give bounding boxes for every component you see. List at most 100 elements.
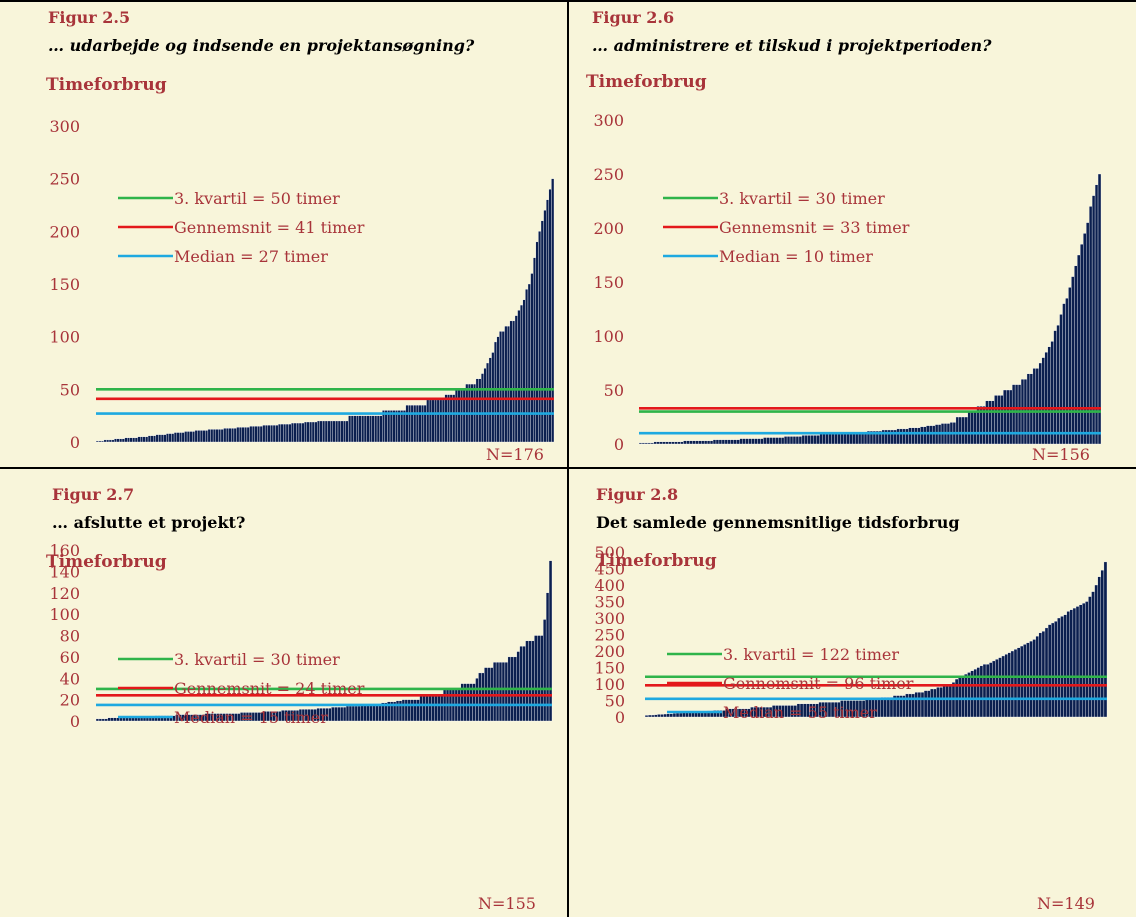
bar: [428, 399, 432, 443]
figure-label: Figur 2.6: [592, 8, 675, 27]
bar: [936, 687, 940, 718]
bar: [1075, 606, 1080, 718]
bar: [1097, 576, 1101, 718]
bar: [718, 439, 723, 445]
bar: [1044, 627, 1049, 718]
y-tick-label: 20: [60, 691, 80, 710]
y-tick-label: 100: [593, 327, 624, 346]
bar: [431, 399, 435, 443]
figure-title: Det samlede gennemsnitlige tidsforbrug: [596, 513, 960, 532]
bar: [1032, 639, 1036, 718]
bar: [522, 646, 526, 722]
bar: [95, 718, 100, 722]
n-label: N=156: [1032, 445, 1090, 464]
bar: [689, 440, 693, 445]
bar: [742, 438, 746, 445]
bar: [415, 404, 419, 443]
bar: [911, 693, 915, 718]
bar: [199, 430, 203, 443]
bar: [304, 421, 307, 443]
bar: [834, 434, 838, 445]
bar: [501, 662, 506, 722]
bar: [498, 662, 503, 722]
bar: [1026, 642, 1030, 718]
bar: [375, 703, 379, 722]
bar: [810, 435, 814, 445]
bar: [447, 394, 451, 443]
bar: [332, 420, 336, 443]
bar: [189, 431, 193, 443]
bar: [1044, 352, 1048, 445]
bar: [401, 699, 406, 722]
bar: [1071, 276, 1075, 445]
bar: [509, 320, 513, 443]
legend-label: 3. kvartil = 122 timer: [723, 645, 899, 664]
y-tick-label: 40: [60, 669, 80, 688]
bar: [973, 411, 977, 445]
bar: [709, 440, 714, 445]
bar: [678, 712, 683, 718]
bar: [677, 441, 681, 445]
bar: [665, 441, 669, 445]
bar: [899, 428, 903, 445]
bar: [914, 427, 918, 445]
bar: [519, 646, 523, 722]
bar: [1011, 384, 1016, 445]
bar: [548, 189, 552, 443]
chart-svg: Timeforbrug 0 20 40 60 80 100 120 140 160 3. kvart…: [46, 541, 553, 913]
bar: [244, 427, 248, 443]
bar: [727, 439, 731, 445]
bar: [1038, 632, 1043, 718]
y-tick-label: 350: [594, 593, 625, 612]
bar: [439, 399, 443, 443]
bar: [134, 437, 138, 443]
bar: [926, 425, 930, 445]
bar: [517, 310, 521, 443]
bar: [701, 440, 705, 445]
bar: [337, 420, 341, 443]
bar: [961, 416, 965, 445]
bar: [1038, 362, 1042, 445]
bar: [395, 410, 399, 443]
bar: [1010, 650, 1015, 718]
bar: [1057, 617, 1061, 718]
chart-panel-1: Figur 2.5 … udarbejde og indsende en proj…: [0, 2, 567, 467]
bar: [387, 410, 391, 443]
bar: [236, 427, 240, 443]
bar: [220, 429, 224, 443]
bar: [121, 438, 125, 443]
bar: [327, 420, 331, 443]
bar: [301, 422, 305, 443]
bar: [322, 420, 326, 443]
bar: [955, 416, 960, 445]
bar: [345, 705, 350, 722]
bar: [671, 441, 675, 445]
bar: [657, 714, 661, 718]
bar: [119, 438, 123, 443]
bar: [516, 651, 520, 722]
bar: [543, 210, 547, 443]
bar: [106, 439, 110, 443]
bar: [917, 427, 921, 445]
bar: [413, 699, 417, 722]
bar: [751, 438, 755, 445]
bar: [272, 424, 276, 443]
bar: [343, 420, 346, 443]
bar: [405, 404, 409, 443]
legend-label: 3. kvartil = 30 timer: [174, 650, 340, 669]
bar: [920, 426, 924, 445]
bar: [778, 437, 782, 445]
bar: [1078, 604, 1083, 718]
bar: [1094, 184, 1099, 445]
bar: [638, 442, 643, 445]
bar: [354, 705, 359, 722]
bar: [908, 427, 912, 445]
bar: [769, 437, 773, 445]
bar: [363, 704, 367, 722]
bar: [512, 320, 516, 443]
bar: [852, 433, 856, 445]
bar: [293, 422, 297, 443]
legend-label: Gennemsnit = 33 timer: [719, 218, 910, 237]
y-axis-label: Timeforbrug: [46, 75, 167, 95]
bar: [911, 427, 915, 445]
